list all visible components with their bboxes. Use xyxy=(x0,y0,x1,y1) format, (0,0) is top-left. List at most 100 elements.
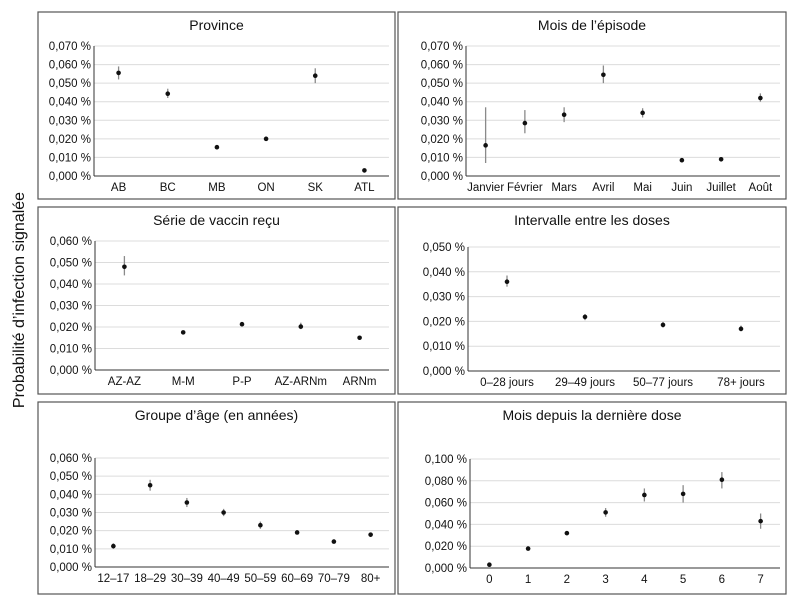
y-tick-label: 0,050 % xyxy=(50,471,92,483)
data-point xyxy=(298,324,304,329)
panel-6: Mois depuis la dernière dose 0,000 % 0,020… xyxy=(397,401,787,595)
y-tick-label: 0,050 % xyxy=(50,258,92,270)
data-point xyxy=(368,532,373,537)
data-point xyxy=(719,477,725,483)
x-tick-label: 5 xyxy=(680,574,686,586)
panel-title: Série de vaccin reçu xyxy=(153,212,280,228)
data-point xyxy=(239,321,245,327)
panel-5: Groupe d’âge (en années) 0,000 % 0,010 % 0,… xyxy=(37,401,396,595)
x-tick-label: SK xyxy=(308,182,324,194)
x-tick-label: ARNm xyxy=(343,376,377,388)
y-tick-label: 0,030 % xyxy=(423,292,465,304)
y-tick-label: 0,040 % xyxy=(50,489,92,501)
y-tick-label: 0,010 % xyxy=(423,341,465,353)
data-point xyxy=(362,168,367,173)
data-point xyxy=(357,335,362,341)
y-tick-label: 0,010 % xyxy=(50,344,92,356)
y-tick-label: 0,000 % xyxy=(50,562,92,574)
y-tick-label: 0,010 % xyxy=(50,544,92,556)
x-tick-label: 70–79 xyxy=(318,573,350,585)
x-tick-label: 30–39 xyxy=(171,573,203,585)
data-point xyxy=(294,530,300,535)
data-point xyxy=(601,72,606,78)
data-point xyxy=(312,73,318,79)
x-tick-label: P-P xyxy=(232,376,252,388)
x-tick-label: ATL xyxy=(354,182,375,194)
panel-3: Série de vaccin reçu 0,000 % 0,010 % 0,020 … xyxy=(37,206,396,395)
data-point xyxy=(147,482,153,488)
x-tick-label: Juillet xyxy=(706,182,736,194)
x-tick-label: 0–28 jours xyxy=(480,377,534,389)
data-point xyxy=(564,530,570,536)
x-tick-label: 1 xyxy=(525,574,531,586)
x-tick-label: Avril xyxy=(592,182,614,194)
panel-2: Mois de l’épisode 0,000 % 0,010 % 0,020 % 0,… xyxy=(397,11,787,200)
y-tick-label: 0,020 % xyxy=(50,526,92,538)
y-tick-label: 0,030 % xyxy=(421,115,463,127)
panel-frame xyxy=(397,206,787,395)
data-point xyxy=(660,322,666,328)
y-tick-label: 0,040 % xyxy=(49,97,91,109)
x-tick-label: 50–59 xyxy=(244,573,276,585)
panel-title: Intervalle entre les doses xyxy=(514,212,670,228)
x-tick-label: AZ-AZ xyxy=(108,376,141,388)
data-point xyxy=(180,330,186,335)
x-tick-label: MB xyxy=(208,182,226,194)
data-point xyxy=(221,510,226,515)
x-tick-label: 18–29 xyxy=(134,573,166,585)
y-tick-label: 0,080 % xyxy=(425,476,467,488)
x-tick-label: 50–77 jours xyxy=(633,377,693,389)
y-tick-label: 0,050 % xyxy=(49,78,91,90)
y-tick-label: 0,060 % xyxy=(49,60,91,72)
y-tick-label: 0,020 % xyxy=(421,134,463,146)
data-point xyxy=(582,314,588,320)
y-tick-label: 0,060 % xyxy=(425,498,467,510)
x-tick-label: AB xyxy=(111,182,127,194)
x-tick-label: 6 xyxy=(719,574,725,586)
y-tick-label: 0,050 % xyxy=(423,242,465,254)
x-tick-label: 0 xyxy=(486,574,492,586)
data-point xyxy=(258,522,263,528)
panel-title: Province xyxy=(189,17,244,33)
data-point xyxy=(483,143,488,148)
data-point xyxy=(487,562,492,568)
x-tick-label: 3 xyxy=(602,574,608,586)
x-tick-label: Juin xyxy=(671,182,692,194)
x-tick-label: 4 xyxy=(641,574,648,586)
panel-1: Province 0,000 % 0,010 % 0,020 % 0,030 % 0,04… xyxy=(37,11,396,200)
x-tick-label: Mai xyxy=(633,182,652,194)
y-tick-label: 0,010 % xyxy=(421,152,463,164)
panel-title: Mois de l’épisode xyxy=(538,17,646,33)
data-point xyxy=(642,492,647,498)
data-point xyxy=(331,539,337,544)
x-tick-label: 7 xyxy=(757,574,763,586)
y-tick-label: 0,050 % xyxy=(421,78,463,90)
y-tick-label: 0,070 % xyxy=(421,41,463,53)
data-point xyxy=(679,157,685,163)
x-tick-label: 80+ xyxy=(361,573,381,585)
y-tick-label: 0,020 % xyxy=(49,134,91,146)
data-point xyxy=(522,120,528,126)
panel-frame xyxy=(37,206,396,395)
x-tick-label: 60–69 xyxy=(281,573,313,585)
panel-frame xyxy=(37,11,396,200)
x-tick-label: 40–49 xyxy=(208,573,240,585)
x-tick-label: M-M xyxy=(172,376,195,388)
x-tick-label: Août xyxy=(749,182,773,194)
panel-title: Mois depuis la dernière dose xyxy=(503,407,682,423)
x-tick-label: BC xyxy=(160,182,176,194)
y-tick-label: 0,020 % xyxy=(425,541,467,553)
data-point xyxy=(525,546,531,551)
y-tick-label: 0,020 % xyxy=(50,322,92,334)
data-point xyxy=(116,70,121,76)
y-tick-label: 0,000 % xyxy=(421,171,463,183)
data-point xyxy=(561,112,567,118)
x-tick-label: 29–49 jours xyxy=(555,377,615,389)
data-point xyxy=(263,136,269,142)
x-tick-label: 2 xyxy=(564,574,570,586)
data-point xyxy=(111,543,116,549)
y-tick-label: 0,020 % xyxy=(423,316,465,328)
y-tick-label: 0,070 % xyxy=(49,41,91,53)
x-tick-label: Mars xyxy=(551,182,577,194)
